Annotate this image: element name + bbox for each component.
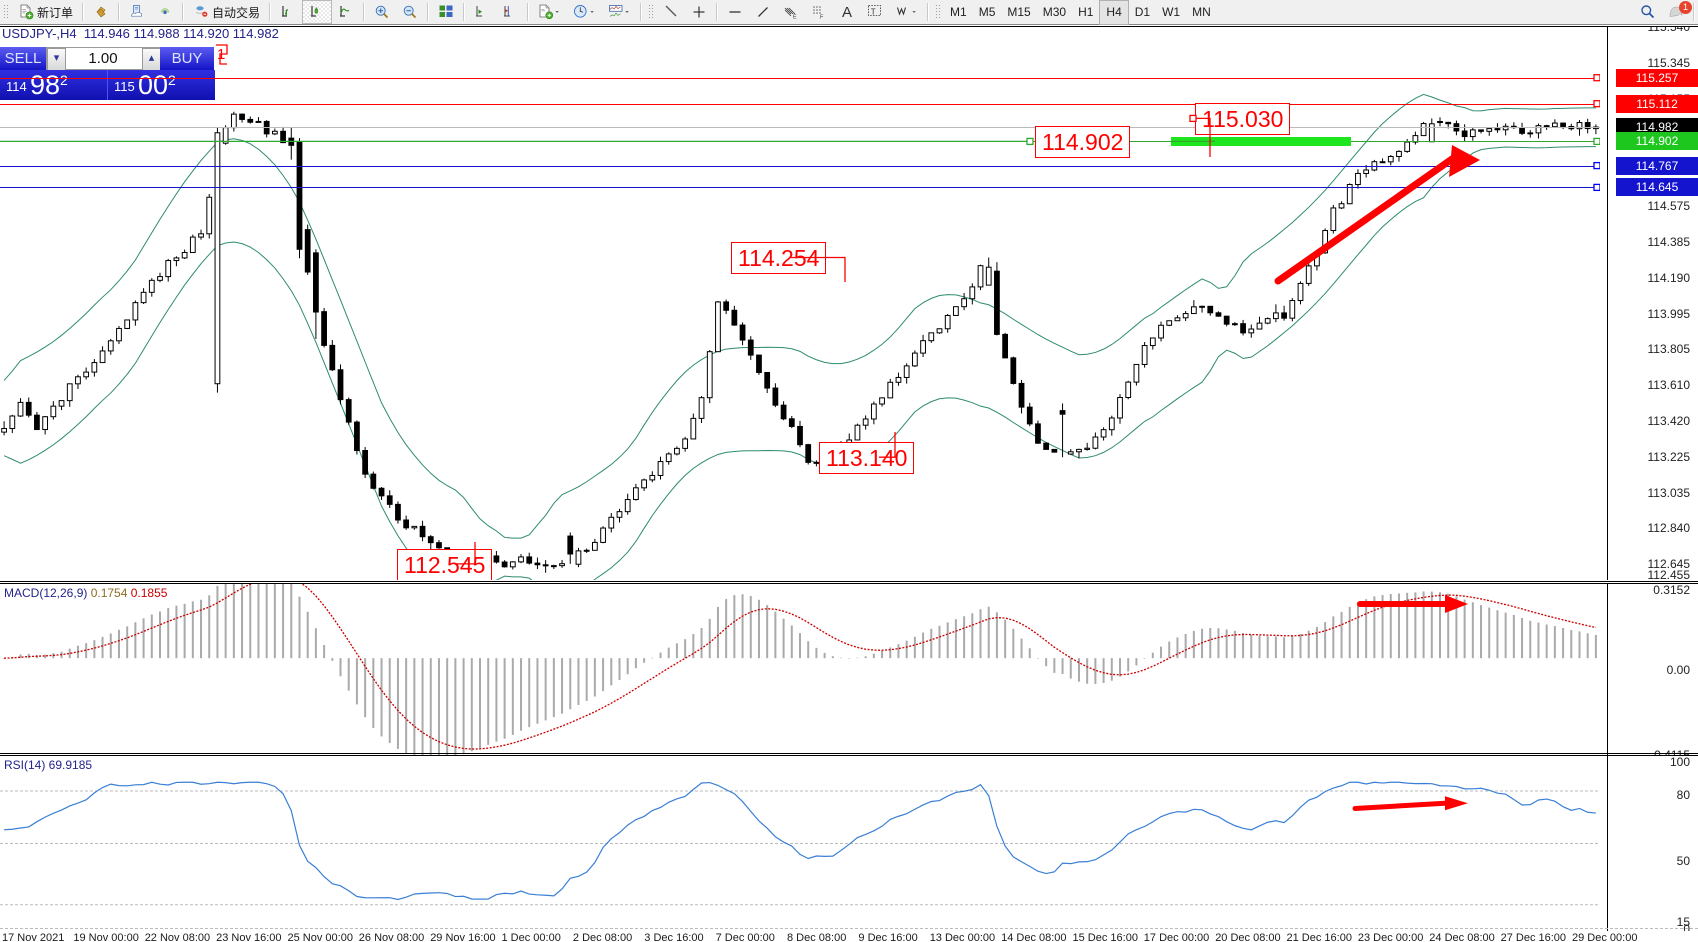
svg-text:E: E [793,15,797,21]
svg-text:F: F [820,15,824,21]
svg-text:T: T [871,8,876,17]
